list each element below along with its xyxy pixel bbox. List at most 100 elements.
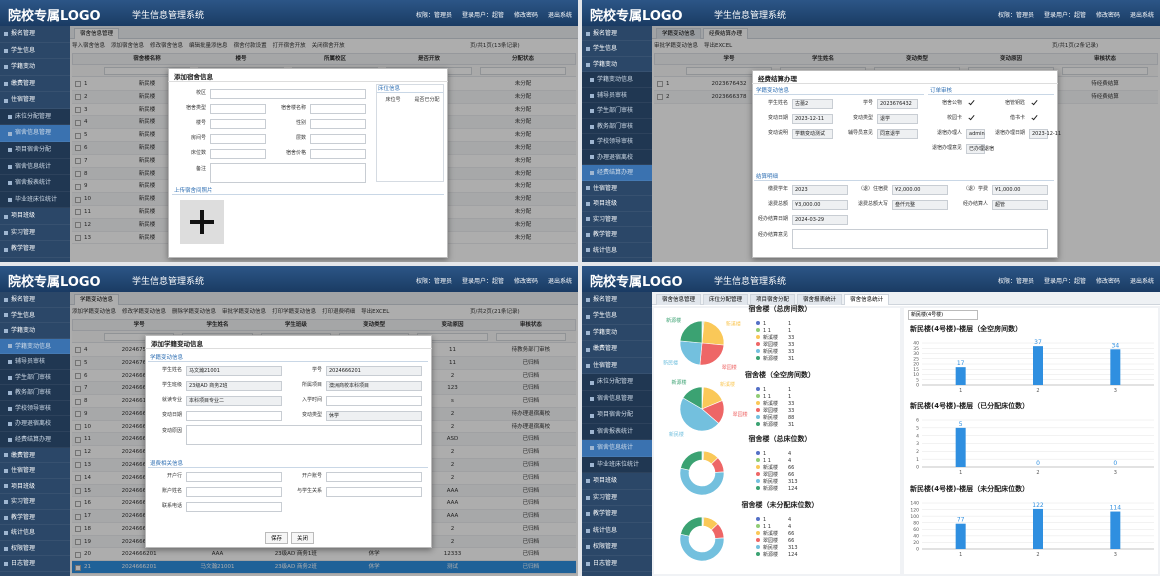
menu-item[interactable]: 住宿管理 <box>0 92 70 109</box>
header-link[interactable]: 权限：管理员 <box>997 278 1034 285</box>
menu-item[interactable]: 教学管理 <box>582 506 652 523</box>
menu-item[interactable]: 经费结算办理 <box>582 165 652 181</box>
menu-item[interactable]: 报名管理 <box>582 292 652 309</box>
tab[interactable]: 床位分配管理 <box>703 294 749 305</box>
row-checkbox[interactable] <box>75 462 81 469</box>
header-link[interactable]: 修改密码 <box>513 12 538 19</box>
input[interactable]: 古蕾2 <box>792 99 833 109</box>
menu-item[interactable]: 办理退宿离校 <box>0 416 70 432</box>
row-checkbox[interactable] <box>657 81 663 88</box>
menu-item[interactable]: 办理退宿离校 <box>582 149 652 166</box>
toolbar-button[interactable]: 审批学籍变动信息 <box>654 43 699 49</box>
menu-item[interactable]: 学籍变动 <box>582 57 652 73</box>
menu-item[interactable]: 学生信息 <box>582 308 652 325</box>
menu-item[interactable]: 实习管理 <box>0 494 70 510</box>
menu-item[interactable]: 宿舍信息管理 <box>582 390 652 408</box>
menu-item[interactable]: 项目班级 <box>0 208 70 225</box>
menu-item[interactable]: 学籍变动信息 <box>582 72 652 88</box>
menu-item[interactable]: 辅导员审核 <box>0 354 70 370</box>
input[interactable]: 退学 <box>877 114 918 124</box>
row-checkbox[interactable] <box>75 513 81 520</box>
menu-item[interactable]: 报名管理 <box>0 292 70 308</box>
input[interactable]: ¥2,000.00 <box>892 185 948 195</box>
menu-item[interactable]: 实习管理 <box>582 490 652 507</box>
input[interactable] <box>326 396 422 406</box>
row-checkbox[interactable] <box>75 372 81 379</box>
menu-item[interactable]: 宿舍信息统计 <box>582 440 652 457</box>
row-checkbox[interactable] <box>75 145 81 152</box>
input[interactable] <box>310 119 366 129</box>
toolbar-button[interactable]: 删除学籍变动信息 <box>172 309 217 315</box>
row-checkbox[interactable] <box>75 158 81 165</box>
row-checkbox[interactable] <box>75 526 81 533</box>
tab[interactable]: 学籍变动信息 <box>656 28 702 39</box>
menu-item[interactable]: 毕业班床位统计 <box>0 191 70 209</box>
input[interactable]: 休学 <box>326 411 422 421</box>
toolbar-button[interactable]: 打印学籍变动信息 <box>272 309 317 315</box>
menu-item[interactable]: 宿舍报表统计 <box>582 423 652 441</box>
menu-item[interactable]: 实习管理 <box>0 225 70 242</box>
menu-item[interactable]: 宿舍报表统计 <box>0 175 70 192</box>
header-link[interactable]: 登录用户：超管 <box>461 12 504 19</box>
menu-item[interactable]: 住宿管理 <box>582 181 652 197</box>
input[interactable] <box>210 119 266 129</box>
toolbar-button[interactable]: 打印退费明细 <box>322 309 356 315</box>
row-checkbox[interactable] <box>75 132 81 139</box>
input[interactable]: 叁仟元整 <box>892 200 948 210</box>
row-checkbox[interactable] <box>75 196 81 203</box>
row-checkbox[interactable] <box>75 235 81 241</box>
row-checkbox[interactable] <box>75 487 81 494</box>
row-checkbox[interactable] <box>75 564 81 571</box>
menu-item[interactable]: 床位分配管理 <box>582 374 652 391</box>
textarea[interactable] <box>210 163 366 183</box>
input[interactable] <box>310 149 366 159</box>
toolbar-button[interactable]: 宿舍付款设置 <box>233 43 267 49</box>
row-checkbox[interactable] <box>75 449 81 456</box>
menu-item[interactable]: 经费结算办理 <box>0 432 70 448</box>
menu-item[interactable]: 学籍变动 <box>582 325 652 342</box>
menu-item[interactable]: 教学管理 <box>0 241 70 258</box>
header-link[interactable]: 修改密码 <box>1095 12 1120 19</box>
input[interactable]: 已办理退宿 <box>966 144 994 154</box>
row-checkbox[interactable] <box>75 411 81 418</box>
menu-item[interactable]: 学籍变动信息 <box>0 338 70 355</box>
input[interactable]: 学籍变动测试 <box>792 129 833 139</box>
menu-item[interactable]: 学籍变动 <box>0 323 70 339</box>
menu-item[interactable]: 学生部门审核 <box>0 369 70 386</box>
row-checkbox[interactable] <box>75 94 81 101</box>
tab[interactable]: 学籍变动信息 <box>74 294 120 305</box>
input[interactable] <box>210 89 366 99</box>
menu-item[interactable]: 住宿管理 <box>582 358 652 375</box>
row-checkbox[interactable] <box>75 539 81 546</box>
menu-item[interactable]: 缴费管理 <box>0 76 70 93</box>
input[interactable]: ¥3,000.00 <box>792 200 848 210</box>
tab[interactable]: 宿舍信息统计 <box>844 294 890 305</box>
menu-item[interactable]: 宿舍信息统计 <box>0 158 70 176</box>
menu-item[interactable]: 实习管理 <box>582 212 652 228</box>
menu-item[interactable]: 教学管理 <box>0 510 70 526</box>
header-link[interactable]: 退出系统 <box>547 12 572 19</box>
row-checkbox[interactable] <box>75 183 81 190</box>
toolbar-button[interactable]: 打开宿舍开放 <box>272 43 306 49</box>
tab[interactable]: 宿舍信息管理 <box>74 28 120 39</box>
tab[interactable]: 宿舍信息管理 <box>656 294 702 305</box>
input[interactable] <box>326 487 422 497</box>
row-checkbox[interactable] <box>75 436 81 443</box>
textarea[interactable] <box>792 229 1048 249</box>
input[interactable]: 2023-12-11 <box>1029 129 1061 139</box>
menu-item[interactable]: 学校领导审核 <box>582 134 652 150</box>
input[interactable] <box>186 411 282 421</box>
toolbar-button[interactable]: 修改宿舍信息 <box>150 43 184 49</box>
input[interactable]: 同意退学 <box>877 129 918 139</box>
row-checkbox[interactable] <box>75 551 81 558</box>
menu-item[interactable]: 报名管理 <box>582 26 652 42</box>
input[interactable] <box>186 502 282 512</box>
input[interactable] <box>310 134 366 144</box>
menu-item[interactable]: 缴费管理 <box>0 448 70 464</box>
toolbar-button[interactable]: 添加学籍变动信息 <box>72 309 117 315</box>
header-link[interactable]: 权限：管理员 <box>415 278 452 285</box>
row-checkbox[interactable] <box>657 94 663 101</box>
menu-item[interactable]: 学生信息 <box>582 41 652 57</box>
menu-item[interactable]: 学生信息 <box>0 308 70 324</box>
menu-item[interactable]: 缴费管理 <box>582 341 652 358</box>
